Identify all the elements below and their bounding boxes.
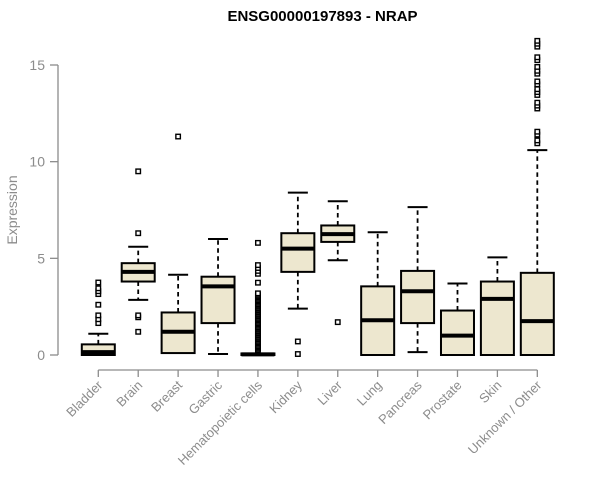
y-tick-label: 5 — [37, 250, 45, 266]
boxplot-group-skin — [479, 256, 515, 356]
outlier-point — [135, 230, 142, 237]
category-label-brain: Brain — [113, 378, 145, 410]
outlier-point — [175, 133, 182, 140]
outlier-point — [254, 279, 261, 286]
category-label-pancreas: Pancreas — [375, 377, 425, 427]
boxplot-group-liver — [320, 200, 356, 326]
boxplot-group-breast — [160, 133, 196, 355]
outlier-point — [534, 37, 541, 44]
outlier-point — [95, 285, 102, 292]
outlier-point — [534, 137, 541, 144]
category-label-kidney: Kidney — [266, 377, 305, 416]
outlier-point — [294, 338, 301, 345]
boxplot-group-brain — [120, 168, 156, 335]
y-tick-label: 15 — [29, 57, 45, 73]
outlier-point — [534, 128, 541, 135]
boxplot-group-kidney — [280, 191, 316, 357]
boxplot-group-pancreas — [400, 206, 436, 354]
category-label-liver: Liver — [314, 377, 345, 408]
y-tick-label: 10 — [29, 154, 45, 170]
outlier-point — [534, 78, 541, 85]
category-label-skin: Skin — [476, 378, 504, 406]
y-axis: 0 5 10 15 — [29, 57, 59, 363]
outlier-point — [95, 312, 102, 319]
boxplot-group-hematopoietic-cells — [240, 239, 276, 357]
outlier-point — [135, 328, 142, 335]
chart-title: ENSG00000197893 - NRAP — [227, 8, 418, 25]
outlier-point — [534, 99, 541, 106]
boxplot-group-lung — [360, 231, 396, 356]
outlier-point — [254, 290, 261, 297]
category-label-breast: Breast — [148, 377, 185, 414]
category-label-bladder: Bladder — [63, 377, 106, 420]
outlier-point — [254, 239, 261, 246]
outlier-point — [534, 86, 541, 93]
category-label-lung: Lung — [354, 378, 385, 409]
outlier-point — [534, 54, 541, 61]
outlier-point — [334, 319, 341, 326]
category-label-prostate: Prostate — [420, 378, 465, 423]
outlier-point — [95, 301, 102, 308]
outlier-point — [254, 262, 261, 269]
boxplot-group-bladder — [80, 279, 116, 357]
outlier-point — [95, 279, 102, 286]
outlier-point — [294, 351, 301, 357]
boxplot-group-prostate — [439, 282, 475, 356]
outlier-point — [534, 63, 541, 70]
boxplot-group-unknown-other — [519, 37, 555, 357]
outlier-point — [135, 168, 142, 175]
category-label-unknown-other: Unknown / Other — [465, 377, 545, 457]
outlier-point — [135, 312, 142, 319]
y-tick-label: 0 — [37, 347, 45, 363]
boxplot-group-gastric — [200, 238, 236, 356]
